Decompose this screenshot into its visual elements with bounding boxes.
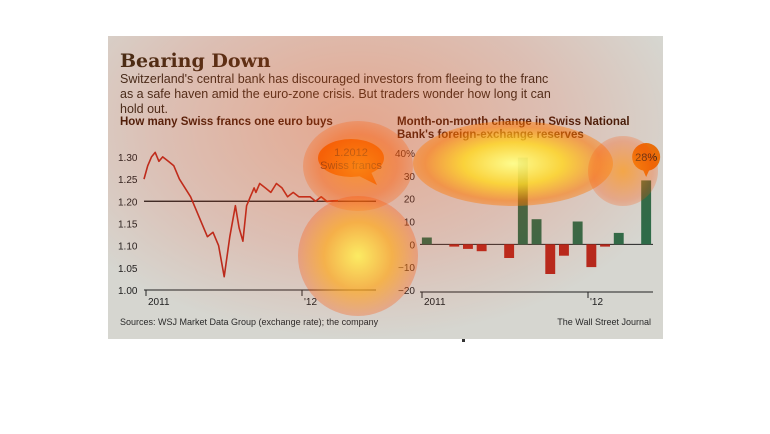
last-bar-pointer [642,168,651,177]
y-tick-label-left: 1.30 [118,153,138,164]
y-tick-label-left: 1.25 [118,175,138,186]
bar-month-5 [476,244,487,252]
reserves-bar-chart: 40% 30 20 10 0 −10 −20 2011 '12 28% [395,143,661,308]
bar-month-12 [572,221,583,245]
bar-month-17 [641,180,652,245]
chart-subtitle: Switzerland's central bank has discourag… [120,72,551,116]
bar-month-3 [449,244,460,247]
left-panel-title: How many Swiss francs one euro buys [120,116,333,128]
bar-month-9 [531,219,542,245]
last-bar-value: 28% [635,152,657,164]
x-tick-label-2011: 2011 [148,297,170,308]
y-tick-label-right: 10 [404,218,416,229]
chart-figure: Bearing Down Switzerland's central bank … [108,36,663,339]
y-tick-label-right: 20 [404,195,416,206]
y-tick-label-right: 0 [409,240,415,251]
bar-month-1 [421,237,432,245]
bar-month-11 [559,244,569,256]
y-tick-label-right: 40% [395,149,415,160]
bar-month-14 [600,244,610,247]
y-tick-label-right: −10 [398,263,415,274]
chart-title: Bearing Down [120,50,271,72]
bar-month-10 [545,244,556,274]
y-tick-label-left: 1.10 [118,242,138,253]
bar-month-7 [504,244,515,258]
bar-month-8 [517,157,528,245]
y-tick-label-right: −20 [398,286,415,297]
cursor-marker [462,339,465,342]
y-tick-label-left: 1.05 [118,264,138,275]
y-tick-label-right: 30 [404,172,416,183]
bar-month-15 [613,232,624,245]
y-tick-label-left: 1.00 [118,286,138,297]
source-note: Sources: WSJ Market Data Group (exchange… [120,317,379,327]
y-tick-label-left: 1.15 [118,219,138,230]
x-tick-label-12-right: '12 [590,297,603,308]
publisher-credit: The Wall Street Journal [557,317,651,327]
bar-month-13 [586,244,597,268]
bar-month-4 [463,244,473,249]
y-tick-label-left: 1.20 [118,197,138,208]
x-tick-label-2011-right: 2011 [424,297,446,308]
last-bar-callout: 28% [632,143,661,177]
